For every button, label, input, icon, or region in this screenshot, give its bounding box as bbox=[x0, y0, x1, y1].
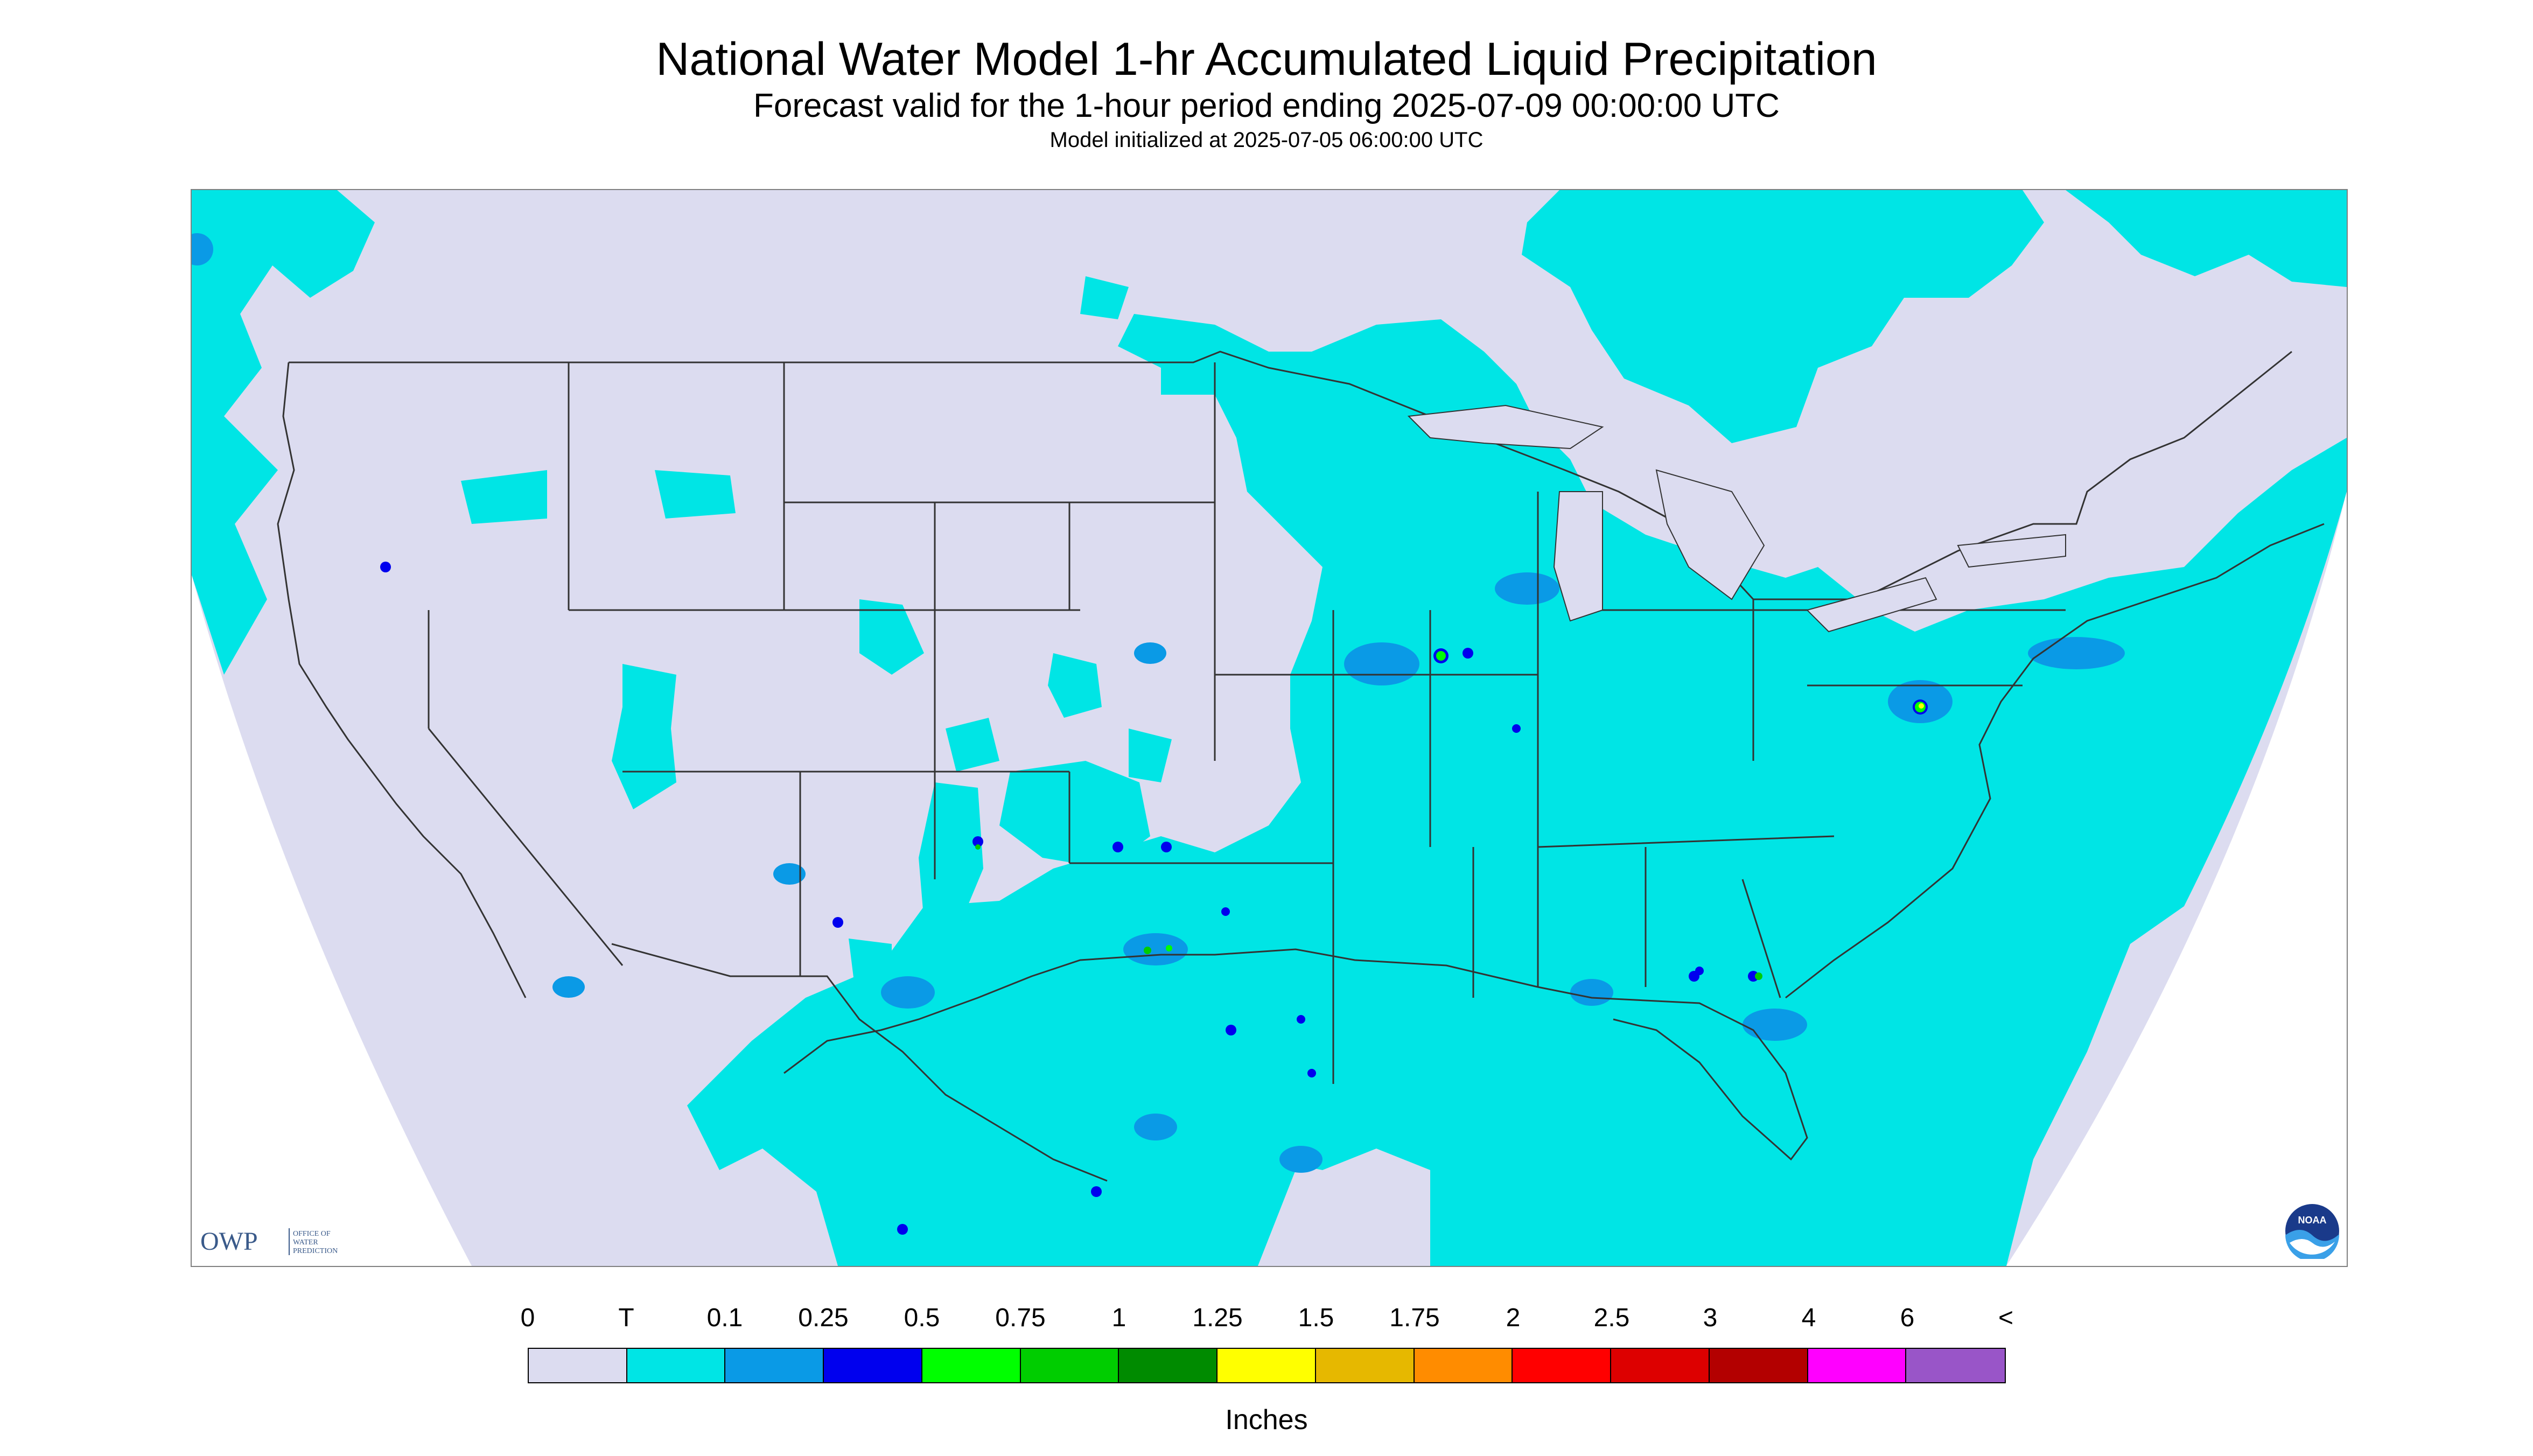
legend-swatch-5 bbox=[1020, 1349, 1119, 1382]
legend-tick-label: 1.25 bbox=[1192, 1304, 1243, 1332]
atlantic-coast bbox=[1785, 523, 2325, 999]
legend-tick-label: 2.5 bbox=[1593, 1304, 1630, 1332]
legend-tick-label: 1.75 bbox=[1389, 1304, 1440, 1332]
legend-tick-labels: 0 T 0.1 0.25 0.5 0.75 1 1.25 1.5 1.75 2 2.5 3 4 6 < bbox=[521, 1302, 2014, 1334]
legend-color-bar bbox=[528, 1348, 2006, 1383]
legend-swatch-13 bbox=[1808, 1349, 1907, 1382]
legend-tick-label: 4 bbox=[1801, 1304, 1816, 1332]
legend-tick-label: 1 bbox=[1111, 1304, 1126, 1332]
us-mexico-border bbox=[611, 943, 1108, 1182]
legend-swatch-1 bbox=[627, 1349, 726, 1382]
legend-tick-label: 0.75 bbox=[995, 1304, 1046, 1332]
noaa-logo-mark: NOAA bbox=[2298, 1215, 2327, 1226]
svg-text:WATER: WATER bbox=[293, 1238, 318, 1247]
legend-tick-label: 6 bbox=[1900, 1304, 1915, 1332]
legend-swatch-6 bbox=[1119, 1349, 1218, 1382]
legend-swatch-4 bbox=[922, 1349, 1021, 1382]
owp-logo: OWP OFFICE OF WATER PREDICTION bbox=[200, 1227, 338, 1256]
precipitation-map: OWP OFFICE OF WATER PREDICTION NOAA bbox=[191, 189, 2348, 1267]
legend-swatch-0 bbox=[529, 1349, 627, 1382]
owp-logo-mark: OWP bbox=[200, 1227, 258, 1256]
pacific-coast bbox=[277, 362, 527, 998]
legend-tick-label: 0.1 bbox=[706, 1304, 743, 1332]
legend-swatch-2 bbox=[725, 1349, 824, 1382]
svg-text:PREDICTION: PREDICTION bbox=[293, 1247, 338, 1255]
legend-tick-label: 1.5 bbox=[1298, 1304, 1334, 1332]
legend-swatch-12 bbox=[1709, 1349, 1808, 1382]
heavy-precip-cores bbox=[975, 651, 1926, 980]
legend-tick-label: 0.25 bbox=[798, 1304, 849, 1332]
legend-tick-label: < bbox=[1998, 1304, 2014, 1332]
boundaries bbox=[277, 351, 2325, 1182]
map-canvas bbox=[192, 190, 2347, 1266]
legend-units: Inches bbox=[1225, 1404, 1308, 1436]
great-lakes bbox=[1407, 404, 2066, 633]
moderate-precip-points bbox=[380, 562, 1928, 1235]
trace-precip-areas bbox=[192, 190, 2347, 1266]
svg-text:OFFICE OF: OFFICE OF bbox=[293, 1230, 331, 1238]
legend-swatch-9 bbox=[1414, 1349, 1513, 1382]
noaa-logo: NOAA bbox=[2285, 1204, 2340, 1259]
legend-swatch-8 bbox=[1316, 1349, 1415, 1382]
map-title: National Water Model 1-hr Accumulated Li… bbox=[656, 33, 1877, 85]
forecast-valid-subtitle: Forecast valid for the 1-hour period end… bbox=[753, 87, 1780, 124]
legend-tick-label: T bbox=[618, 1304, 634, 1332]
legend-tick-label: 2 bbox=[1506, 1304, 1521, 1332]
legend-swatch-14 bbox=[1906, 1349, 2005, 1382]
legend-tick-label: 0 bbox=[520, 1304, 535, 1332]
legend-swatch-11 bbox=[1611, 1349, 1710, 1382]
header: National Water Model 1-hr Accumulated Li… bbox=[0, 32, 2533, 154]
model-init-text: Model initialized at 2025-07-05 06:00:00… bbox=[1049, 128, 1484, 152]
legend-swatch-10 bbox=[1513, 1349, 1612, 1382]
legend-swatch-3 bbox=[824, 1349, 922, 1382]
gulf-coast bbox=[783, 948, 1808, 1161]
legend-tick-label: 3 bbox=[1703, 1304, 1718, 1332]
legend-swatch-7 bbox=[1217, 1349, 1316, 1382]
legend-tick-label: 0.5 bbox=[904, 1304, 940, 1332]
